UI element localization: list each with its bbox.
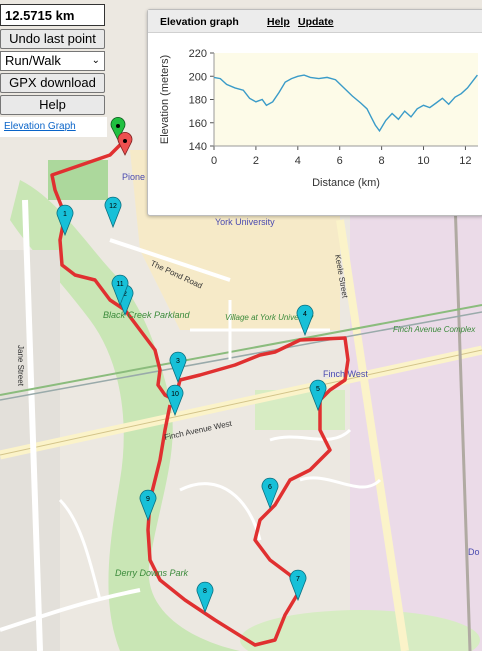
km-marker-label: 12	[109, 203, 117, 210]
km-marker-label: 2	[123, 291, 127, 298]
y-tick-label: 160	[189, 118, 207, 130]
mode-select-value: Run/Walk	[5, 53, 61, 68]
y-tick-label: 180	[189, 95, 207, 107]
elevation-help-link[interactable]: Help	[267, 16, 290, 28]
x-tick-label: 4	[295, 155, 301, 167]
y-axis-label: Elevation (meters)	[159, 55, 171, 144]
elevation-series-line	[213, 74, 478, 133]
x-tick-label: 12	[459, 155, 471, 167]
km-marker-1[interactable]: 1	[56, 204, 74, 237]
km-marker-label: 5	[316, 386, 320, 393]
km-marker-label: 7	[296, 576, 300, 583]
label-finch-west: Finch West	[323, 369, 368, 379]
marker-pin-icon	[139, 489, 157, 522]
km-marker-8[interactable]: 8	[196, 581, 214, 614]
km-marker-label: 10	[171, 391, 179, 398]
y-tick-label: 140	[189, 141, 207, 153]
km-marker-label: 6	[268, 484, 272, 491]
mode-select[interactable]: Run/Walk ⌄	[0, 51, 105, 71]
marker-pin-icon	[166, 384, 184, 417]
marker-pin-icon	[169, 351, 187, 384]
distance-readout: 12.5715 km	[0, 4, 105, 26]
elevation-graph-link-box: Elevation Graph	[0, 117, 107, 137]
route-line	[50, 138, 350, 647]
marker-pin-icon	[56, 204, 74, 237]
marker-pin-icon	[261, 477, 279, 510]
start-marker[interactable]	[110, 116, 126, 141]
km-marker-label: 8	[203, 588, 207, 595]
marker-pin-icon	[309, 379, 327, 412]
streets	[0, 199, 482, 651]
undo-last-point-button[interactable]: Undo last point	[0, 29, 105, 49]
elevation-update-link[interactable]: Update	[298, 16, 334, 28]
elevation-chart: 140 160 180 200 220 0 2 4 6 8 10 12 Elevation (met…	[159, 48, 478, 189]
label-black-creek: Black Creek Parkland	[103, 310, 191, 320]
x-tick-label: 0	[211, 155, 217, 167]
marker-pin-icon	[111, 274, 129, 307]
y-tick-label: 200	[189, 71, 207, 83]
elevation-panel: Elevation graph Help Update 140 160 180 200…	[147, 9, 482, 216]
label-york-university: York University	[215, 217, 275, 227]
km-marker-label: 11	[116, 281, 123, 288]
km-marker-label: 1	[63, 211, 67, 218]
x-axis-label: Distance (km)	[312, 177, 380, 189]
km-marker-label: 4	[303, 311, 307, 318]
km-marker-9[interactable]: 9	[139, 489, 157, 522]
marker-pin-icon	[104, 196, 122, 229]
km-marker-5[interactable]: 5	[309, 379, 327, 412]
label-jane-street: Jane Street	[16, 345, 25, 387]
km-marker-11[interactable]: 11	[111, 274, 129, 307]
label-downsview: Do	[468, 547, 480, 557]
marker-pin-icon	[289, 569, 307, 602]
km-marker-7[interactable]: 7	[289, 569, 307, 602]
gpx-download-button[interactable]: GPX download	[0, 73, 105, 93]
km-marker-6[interactable]: 6	[261, 477, 279, 510]
elevation-panel-title: Elevation graph	[160, 16, 239, 28]
end-marker[interactable]	[117, 131, 133, 156]
creek-park	[10, 180, 240, 651]
plot-area	[214, 53, 478, 146]
label-village-york: Village at York University	[225, 313, 314, 322]
axis-frame	[213, 53, 478, 147]
km-marker-12[interactable]: 12	[104, 196, 122, 229]
x-tick-label: 6	[337, 155, 343, 167]
marker-pin-icon	[196, 581, 214, 614]
chevron-down-icon: ⌄	[91, 55, 100, 66]
south-park	[240, 610, 480, 651]
km-marker-10[interactable]: 10	[166, 384, 184, 417]
km-marker-3[interactable]: 3	[169, 351, 187, 384]
y-tick-label: 220	[189, 48, 207, 60]
label-finch-complex: Finch Avenue Complex	[393, 325, 476, 334]
help-button[interactable]: Help	[0, 95, 105, 115]
x-tick-label: 10	[417, 155, 429, 167]
km-marker-label: 3	[176, 358, 180, 365]
marker-pin-icon	[296, 304, 314, 337]
elevation-graph-link[interactable]: Elevation Graph	[4, 121, 76, 132]
km-marker-4[interactable]: 4	[296, 304, 314, 337]
x-tick-label: 8	[379, 155, 385, 167]
elevation-panel-header: Elevation graph Help Update	[148, 10, 482, 33]
label-derry-downs: Derry Downs Park	[115, 568, 189, 578]
label-pioneer-village: Pione Villa	[122, 172, 164, 182]
x-tick-label: 2	[253, 155, 259, 167]
km-marker-label: 9	[146, 496, 150, 503]
